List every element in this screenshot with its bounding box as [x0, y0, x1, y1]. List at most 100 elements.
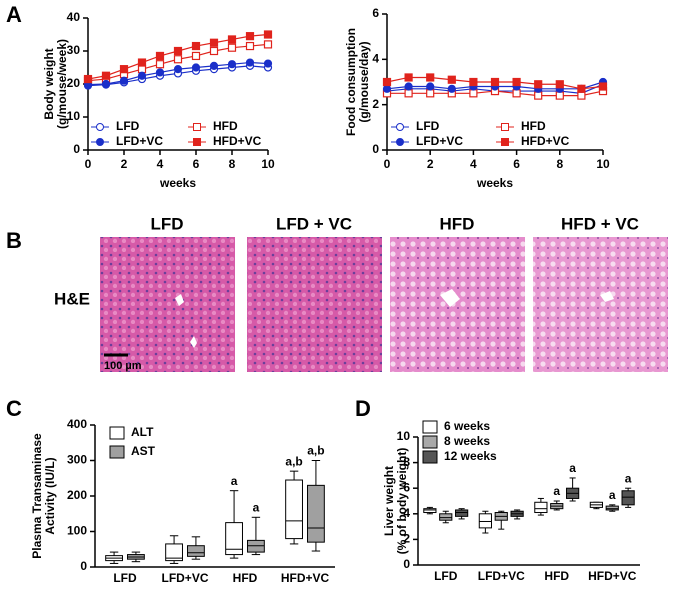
marker: [426, 89, 435, 98]
x-tick-label: HFD: [233, 571, 258, 585]
y-tick-label: 40: [67, 10, 81, 24]
legend-marker: [193, 138, 201, 146]
box: [247, 539, 265, 553]
marker: [555, 80, 564, 89]
y-tick-label: 2: [372, 97, 379, 111]
marker: [227, 43, 237, 52]
y-tick-label: 20: [67, 76, 81, 90]
marker: [447, 75, 456, 84]
histology: 100 µm LFD LFD + VC HFD HFD + VC H&E: [54, 214, 668, 372]
significance-label: a: [253, 500, 260, 514]
x-tick-label: HFD+VC: [588, 569, 637, 583]
significance-label: a: [625, 471, 632, 485]
marker: [173, 55, 183, 64]
y-tick-label: 10: [67, 109, 81, 123]
histology-image: [247, 237, 382, 372]
marker: [469, 77, 478, 87]
y-tick-label: 0: [80, 559, 87, 573]
y-tick-label: 400: [67, 417, 87, 431]
x-tick-label: 4: [470, 157, 477, 171]
legend-marker: [501, 123, 509, 131]
marker: [447, 84, 456, 93]
significance-label: a,b: [285, 454, 302, 468]
box: [439, 513, 453, 521]
legend-label: HFD: [521, 119, 546, 133]
legend-label: LFD+VC: [416, 134, 463, 148]
marker: [119, 65, 129, 74]
marker: [426, 82, 435, 91]
x-axis-label: weeks: [476, 176, 513, 190]
y-tick-label: 8: [403, 455, 410, 469]
y-tick-label: 0: [73, 142, 80, 156]
box: [165, 543, 183, 562]
legend-label: LFD: [416, 119, 440, 133]
x-tick-label: 6: [193, 157, 200, 171]
marker: [577, 91, 586, 100]
panel-letter: C: [6, 396, 22, 421]
box: [423, 508, 437, 514]
marker: [209, 61, 219, 70]
legend-swatch: [422, 435, 438, 449]
legend-label: HFD: [213, 119, 238, 133]
legend-marker: [96, 123, 104, 131]
box: [307, 484, 325, 543]
x-tick-label: LFD+VC: [478, 569, 525, 583]
y-tick-label: 6: [403, 480, 410, 494]
marker: [245, 58, 255, 67]
y-tick-label: 4: [372, 52, 379, 66]
marker: [426, 73, 435, 82]
y-tick-label: 200: [67, 488, 87, 502]
marker: [191, 41, 201, 51]
box: [605, 505, 619, 511]
y-tick-label: 10: [397, 429, 411, 443]
histology-image: [533, 237, 668, 372]
marker: [191, 63, 201, 72]
marker: [490, 77, 500, 87]
box: [478, 513, 492, 529]
legend-label: HFD+VC: [213, 134, 262, 148]
y-axis-label: Activity (IU/L): [43, 457, 57, 534]
x-tick-label: LFD+VC: [161, 571, 208, 585]
y-tick-label: 0: [372, 142, 379, 156]
legend-marker: [396, 138, 404, 146]
column-label: LFD + VC: [276, 214, 352, 233]
y-tick-label: 30: [67, 43, 81, 57]
marker: [598, 82, 608, 91]
marker: [577, 84, 586, 93]
row-label: H&E: [54, 289, 90, 308]
column-label: HFD: [440, 214, 475, 233]
legend-label: LFD: [116, 119, 140, 133]
legend-label: 8 weeks: [444, 434, 490, 448]
marker: [173, 46, 183, 56]
x-tick-label: 6: [513, 157, 520, 171]
panel-letter: B: [6, 228, 22, 253]
legend-label: 12 weeks: [444, 449, 497, 463]
marker: [382, 84, 392, 93]
marker: [155, 60, 165, 69]
y-tick-label: 100: [67, 524, 87, 538]
marker: [137, 58, 147, 67]
x-tick-label: 10: [596, 157, 610, 171]
marker: [83, 74, 93, 84]
histology-image: [390, 237, 525, 372]
legend-marker: [501, 138, 509, 146]
marker: [512, 89, 521, 98]
marker: [227, 35, 237, 44]
y-tick-label: 6: [372, 6, 379, 20]
legend-label: LFD+VC: [116, 134, 163, 148]
legend-label: HFD+VC: [521, 134, 570, 148]
marker: [209, 46, 219, 56]
marker: [173, 65, 183, 74]
legend-marker: [96, 138, 104, 146]
significance-label: a,b: [307, 444, 324, 458]
x-tick-label: LFD: [113, 571, 137, 585]
marker: [245, 41, 255, 51]
box: [621, 490, 635, 506]
y-tick-label: 4: [403, 506, 410, 520]
x-tick-label: 0: [85, 157, 92, 171]
marker: [209, 38, 219, 47]
panel-letter: D: [355, 396, 371, 421]
y-axis-label: Plasma Transaminase: [30, 433, 44, 559]
y-axis-label: (g/mouse/week): [55, 39, 69, 129]
